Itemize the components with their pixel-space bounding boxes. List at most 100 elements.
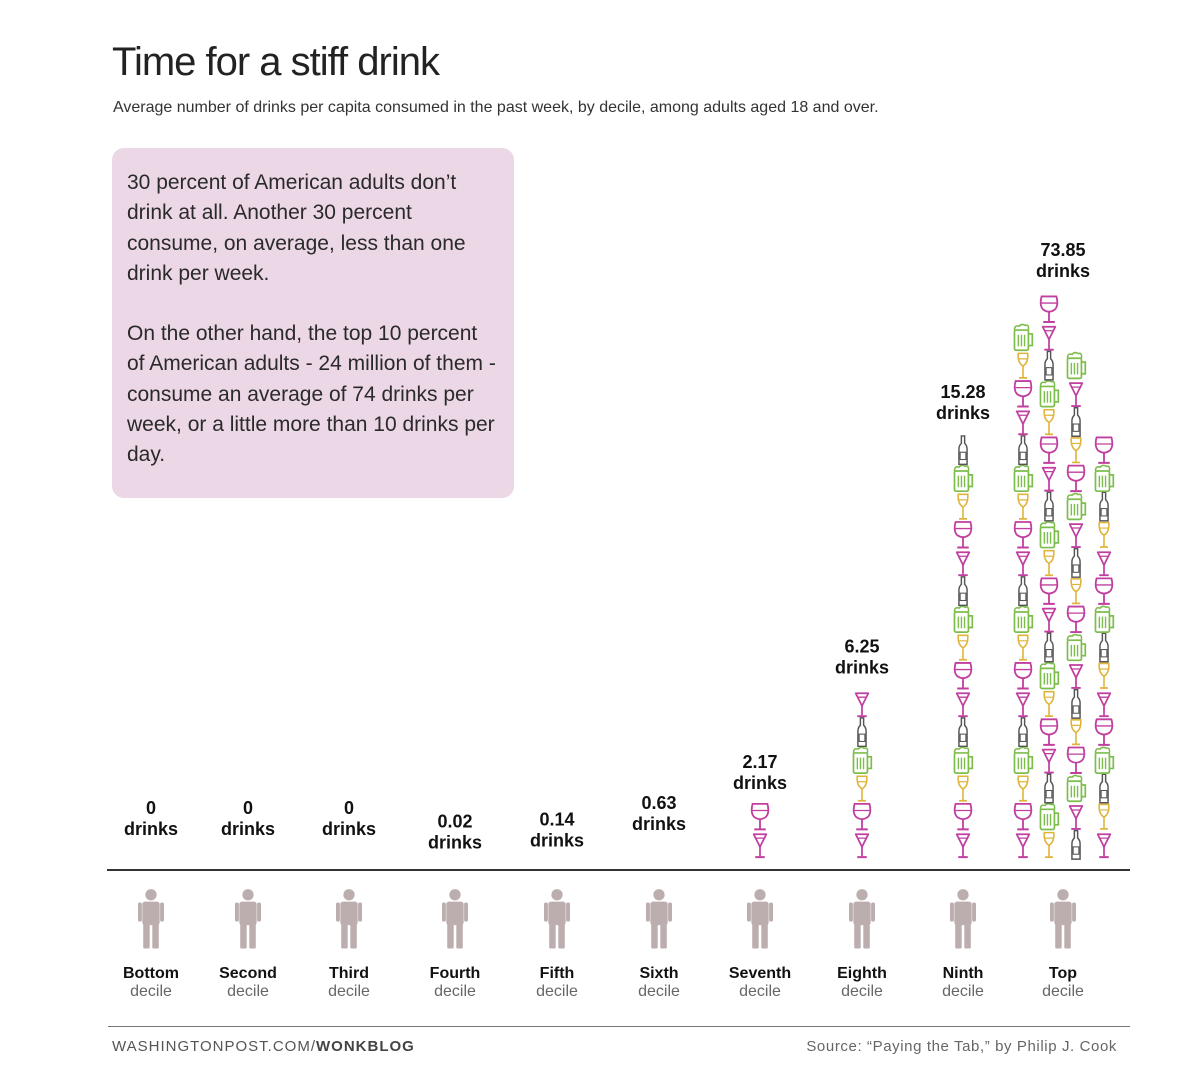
category-label: Bottom xyxy=(123,965,179,982)
value-unit-label: drinks xyxy=(632,814,686,834)
category-sublabel: decile xyxy=(739,983,781,1000)
drink-icon xyxy=(1017,352,1029,379)
drink-icon xyxy=(958,717,968,748)
callout-box: 30 percent of American adults don’t drin… xyxy=(112,148,514,498)
value-unit-label: drinks xyxy=(835,657,889,677)
category-label: Third xyxy=(329,965,369,982)
drink-icon xyxy=(1068,523,1084,549)
drink-icon xyxy=(957,493,969,520)
chart-subtitle: Average number of drinks per capita cons… xyxy=(113,99,879,116)
drink-icon xyxy=(1098,662,1110,689)
drink-icon xyxy=(1044,632,1054,663)
value-label: 6.25 xyxy=(844,636,879,656)
drink-icon xyxy=(1094,605,1115,634)
category-sublabel: decile xyxy=(130,983,172,1000)
footer-section: WONKBLOG xyxy=(316,1038,415,1055)
drink-icon xyxy=(1066,492,1087,521)
drink-icon xyxy=(1071,829,1081,860)
drink-icon xyxy=(1096,692,1112,718)
value-label: 0 xyxy=(243,798,253,818)
value-label: 15.28 xyxy=(940,382,985,402)
drink-icon xyxy=(1096,551,1112,577)
drink-icon xyxy=(1094,718,1114,746)
drink-icon xyxy=(1017,775,1029,802)
drink-icon xyxy=(955,833,971,859)
drink-icon xyxy=(1041,325,1057,351)
drink-icon xyxy=(1071,688,1081,719)
drink-icon xyxy=(1094,464,1115,493)
drink-icon xyxy=(953,605,974,634)
drink-icon xyxy=(1071,406,1081,437)
drink-icon xyxy=(1066,774,1087,803)
category-sublabel: decile xyxy=(536,983,578,1000)
footer-site: WASHINGTONPOST.COM/ xyxy=(112,1038,317,1055)
drink-icon xyxy=(1066,746,1086,775)
category-sublabel: decile xyxy=(942,983,984,1000)
category-label: Fifth xyxy=(540,965,575,982)
callout-paragraph-2: On the other hand, the top 10 percent of… xyxy=(127,322,496,467)
drink-icon xyxy=(1099,491,1109,522)
drink-icon xyxy=(854,692,870,718)
value-label: 0.02 xyxy=(437,812,472,832)
value-unit-label: drinks xyxy=(221,819,275,839)
category-label: Eighth xyxy=(837,965,887,982)
drink-icon xyxy=(1070,577,1082,605)
drink-icon xyxy=(953,520,973,549)
category-label: Ninth xyxy=(943,965,984,982)
drink-icon xyxy=(1070,718,1082,746)
drink-icon xyxy=(1068,804,1084,830)
drink-icon xyxy=(1015,692,1031,718)
drink-icon xyxy=(1018,717,1028,748)
footer-source: Source: “Paying the Tab,” by Philip J. C… xyxy=(806,1038,1117,1055)
value-unit-label: drinks xyxy=(530,830,584,850)
drink-icon xyxy=(1041,748,1057,774)
value-unit-label: drinks xyxy=(1036,261,1090,281)
drink-icon xyxy=(1066,633,1087,662)
value-label: 0 xyxy=(146,798,156,818)
drink-icon xyxy=(1094,746,1115,775)
drink-icon xyxy=(1039,379,1060,408)
pictogram-chart: 0drinksBottomdecile0drinksSeconddecile0d… xyxy=(107,240,1130,1000)
drink-icon xyxy=(1039,661,1060,690)
drink-icon xyxy=(1043,831,1055,859)
drink-icon xyxy=(1013,520,1033,549)
drink-icon xyxy=(1039,718,1059,746)
person-icon xyxy=(544,889,570,949)
drink-icon xyxy=(1013,746,1034,775)
drink-icon xyxy=(1017,493,1029,520)
drink-icon xyxy=(1068,664,1084,689)
drink-icon xyxy=(750,802,770,831)
drink-icon xyxy=(1015,410,1031,436)
drink-icon-partial xyxy=(1066,339,1086,352)
drink-icon xyxy=(953,464,974,493)
drink-icon xyxy=(1068,382,1084,408)
value-unit-label: drinks xyxy=(322,819,376,839)
person-icon xyxy=(646,889,672,949)
person-icon xyxy=(336,889,362,949)
callout-paragraph-1: 30 percent of American adults don’t drin… xyxy=(127,171,466,285)
person-icon xyxy=(849,889,875,949)
person-icon xyxy=(235,889,261,949)
drink-icon xyxy=(1066,351,1087,380)
value-label: 73.85 xyxy=(1040,240,1085,260)
drink-icon xyxy=(1043,690,1055,718)
category-sublabel: decile xyxy=(328,983,370,1000)
drink-icon xyxy=(1044,491,1054,522)
drink-icon xyxy=(1096,833,1112,859)
drink-icon xyxy=(953,746,974,775)
drink-icon xyxy=(1018,435,1028,466)
person-icon xyxy=(442,889,468,949)
value-unit-label: drinks xyxy=(428,833,482,853)
drink-icon xyxy=(1066,605,1086,634)
category-label: Seventh xyxy=(729,965,791,982)
drink-icon xyxy=(1041,607,1057,633)
drink-icon xyxy=(1043,408,1055,436)
drink-icon xyxy=(854,833,870,859)
drink-icon xyxy=(1013,661,1033,690)
